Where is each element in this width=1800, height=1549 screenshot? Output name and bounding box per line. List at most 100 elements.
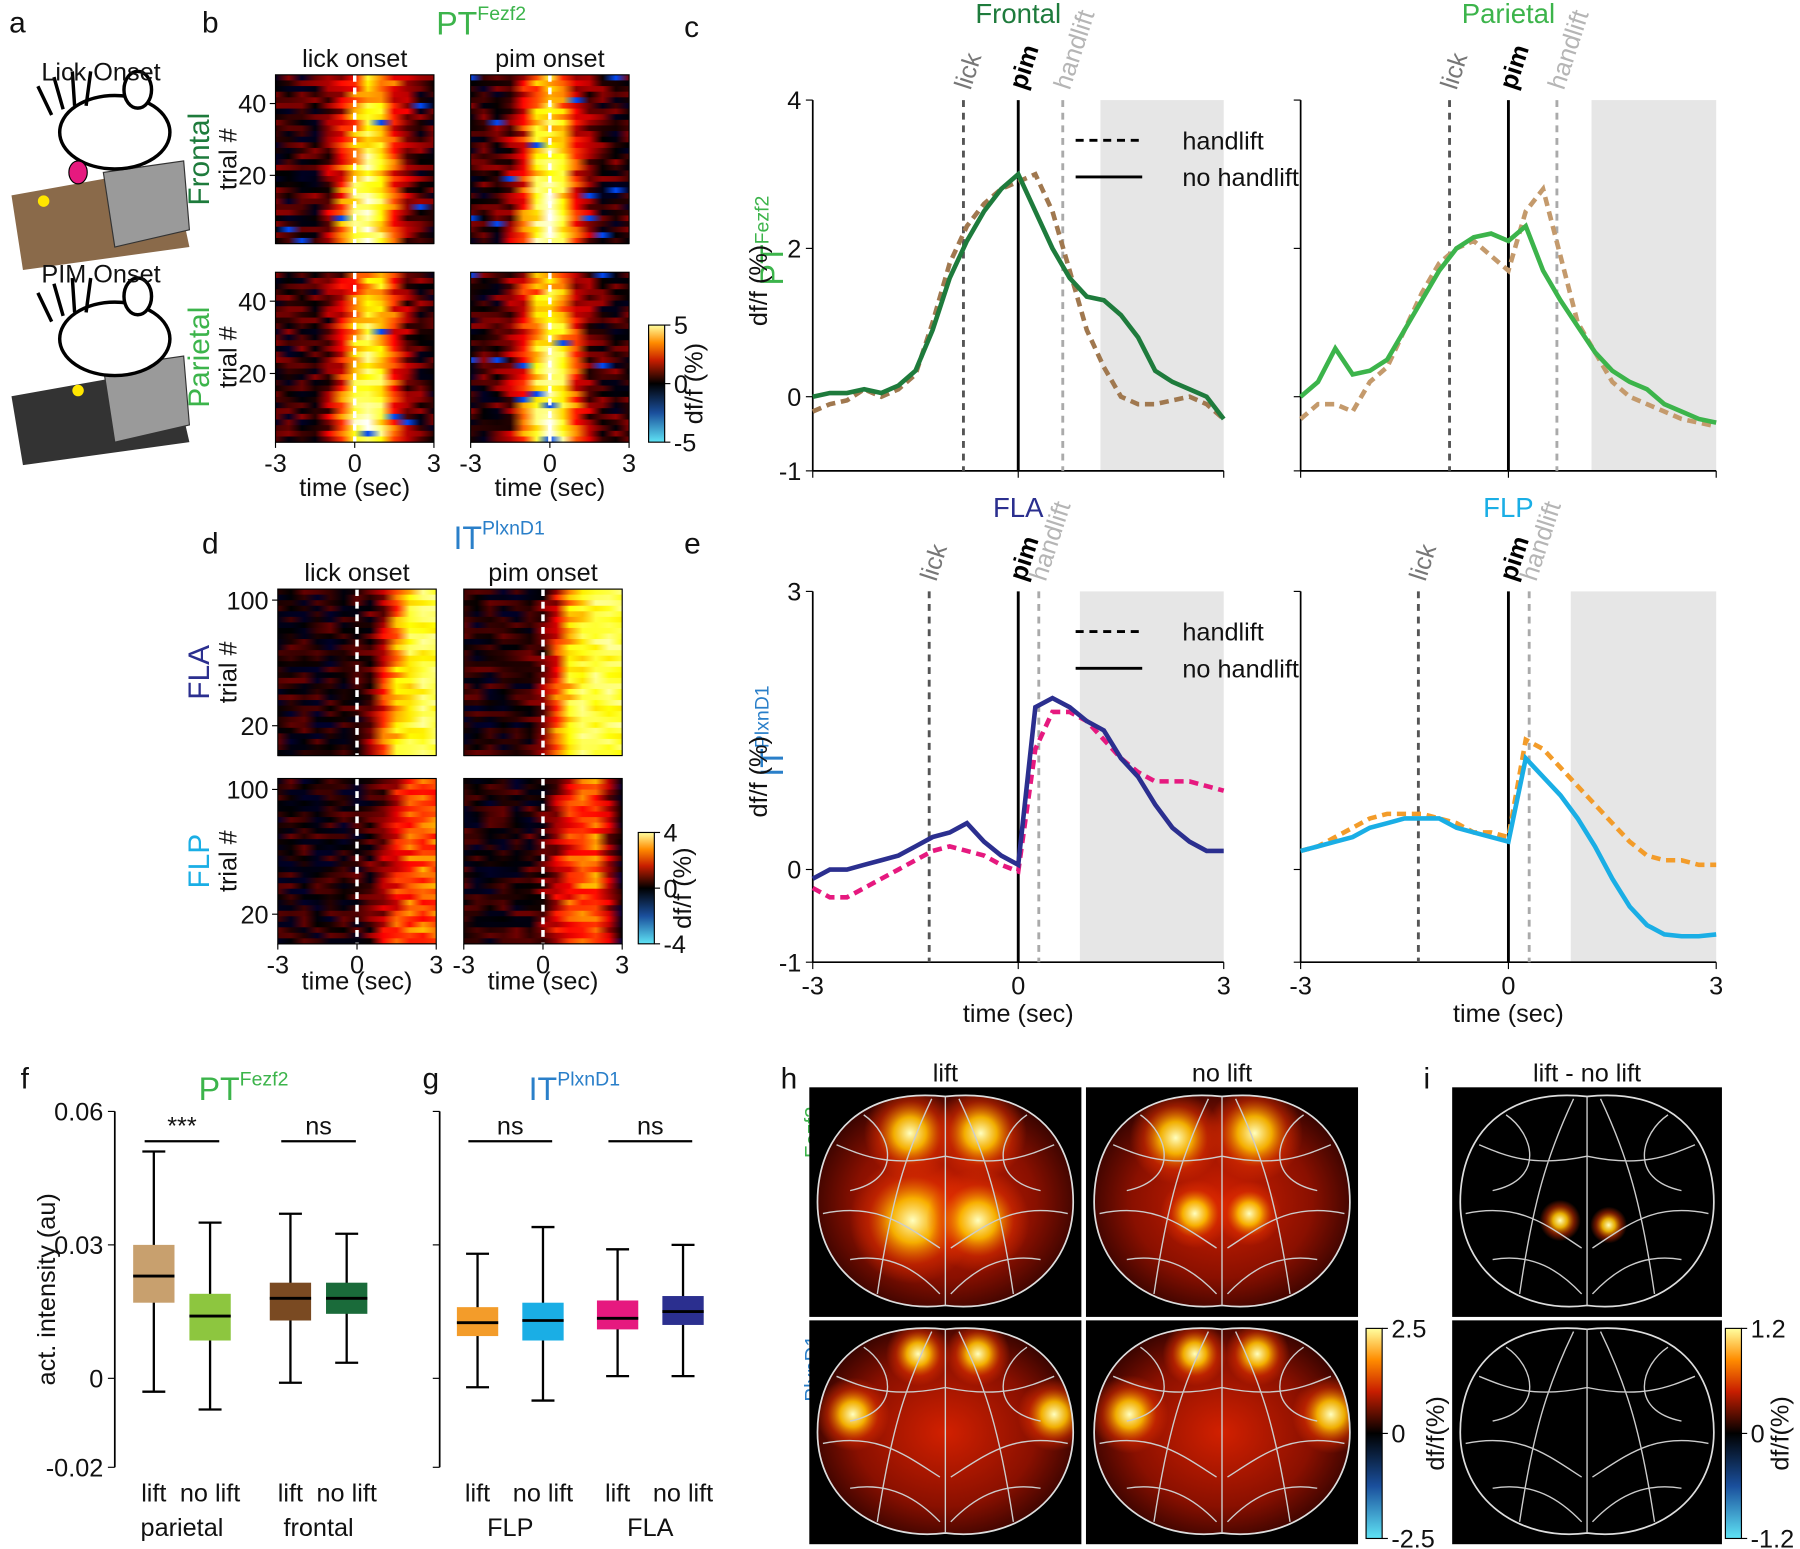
heatmap-row xyxy=(275,419,434,426)
y-tick-label: 4 xyxy=(787,87,801,115)
heatmap-row xyxy=(463,633,623,640)
y-axis-prefix: ITPlxnD1 xyxy=(751,685,789,776)
pellet xyxy=(37,195,50,207)
heatmap-row xyxy=(463,605,623,612)
heatmap-row xyxy=(463,733,623,740)
heatmap-row xyxy=(463,711,623,718)
heatmap-row xyxy=(470,159,630,166)
heatmap-row xyxy=(275,131,434,138)
heatmap-row xyxy=(463,722,623,729)
heatmap-row xyxy=(275,170,434,177)
hotspot xyxy=(1217,1181,1282,1246)
x-tick-label: no lift xyxy=(317,1480,377,1508)
y-tick-label: 0 xyxy=(787,384,801,412)
shaded-region xyxy=(1591,100,1717,471)
hotspot xyxy=(926,1168,1030,1273)
heatmap-row xyxy=(470,306,630,313)
series-line xyxy=(811,171,1226,421)
x-tick-label: 0 xyxy=(1011,972,1025,1000)
heatmap-row xyxy=(463,594,623,601)
mouse-head xyxy=(57,300,172,378)
heatmap-row xyxy=(275,192,434,200)
heatmap-row xyxy=(277,910,437,917)
x-axis-label: time (sec) xyxy=(302,968,413,996)
heatmap-frame xyxy=(277,588,437,757)
heatmap-row xyxy=(470,328,630,336)
y-tick-label: 20 xyxy=(241,713,269,741)
group-label: FLA xyxy=(627,1514,673,1542)
heatmap-row xyxy=(277,899,437,906)
heatmap-row xyxy=(275,317,434,324)
x-tick-label: 3 xyxy=(1709,972,1723,1000)
colorbar-tick-label: 0 xyxy=(664,875,678,903)
y-tick-label: 100 xyxy=(226,587,268,615)
heatmap-row xyxy=(463,899,623,906)
y-axis-label: trial # xyxy=(214,830,242,892)
heatmap-row xyxy=(275,80,434,87)
heatmap-row xyxy=(277,850,437,857)
group-label: FLP xyxy=(487,1514,533,1542)
brain-areas xyxy=(1099,1329,1345,1534)
colorbar-tick-label: 4 xyxy=(664,820,678,848)
box xyxy=(269,1282,312,1321)
heatmap-row xyxy=(275,328,434,336)
x-tick-label: 3 xyxy=(622,450,636,478)
heatmap-row xyxy=(463,910,623,917)
y-tick-label: 20 xyxy=(238,361,266,389)
heatmap-row xyxy=(277,795,437,802)
y-axis-label: trial # xyxy=(214,128,242,190)
y-tick-label: 20 xyxy=(241,901,269,929)
heatmap-row xyxy=(463,661,623,668)
heatmap-row xyxy=(463,850,623,857)
heatmap-row xyxy=(277,594,437,601)
y-axis-prefix-sup: PlxnD1 xyxy=(751,685,773,748)
series-line xyxy=(811,695,1224,881)
heatmap-row xyxy=(470,277,630,285)
panel-label: e xyxy=(684,528,701,561)
heatmap-row xyxy=(463,938,623,945)
chart-title-base: PT xyxy=(199,1071,240,1107)
heatmap-row xyxy=(463,750,623,757)
heatmap-row xyxy=(463,795,623,802)
colorbar-tick-label: 0 xyxy=(674,371,688,399)
legend-label: handlift xyxy=(1182,127,1263,155)
x-tick-label: 0 xyxy=(536,952,550,980)
schematic-label: Lick Onset xyxy=(41,59,160,87)
y-axis-prefix-base: IT xyxy=(754,748,790,777)
legend-label: handlift xyxy=(1182,619,1263,647)
colorbar-tick-label: 1.2 xyxy=(1751,1316,1786,1344)
column-title: lift xyxy=(933,1060,958,1088)
heatmap-row xyxy=(277,722,437,729)
y-axis-label: df/f (%) xyxy=(745,736,773,817)
event-label: pim xyxy=(1494,41,1535,92)
y-tick-label: 20 xyxy=(238,163,266,191)
heatmap-row xyxy=(275,391,434,398)
heatmap-row xyxy=(470,402,630,409)
heatmap-row xyxy=(277,938,437,945)
heatmap-row xyxy=(277,683,437,690)
colorbar-label: df/f(%) xyxy=(1422,1396,1450,1470)
heatmap-row xyxy=(275,277,434,285)
heatmap-row xyxy=(470,209,630,217)
mouse-ear xyxy=(122,69,154,110)
y-tick-label: 40 xyxy=(238,91,266,119)
heatmap-row xyxy=(470,91,630,98)
heatmap-row xyxy=(470,131,630,138)
heatmap-row xyxy=(275,430,434,438)
chart-title-sup: Fezf2 xyxy=(240,1068,289,1090)
colorbar-tick-label: -2.5 xyxy=(1391,1526,1435,1549)
map-heat xyxy=(1539,1199,1628,1244)
heatmap-title-sup: PlxnD1 xyxy=(482,517,545,539)
heatmap-title-base: IT xyxy=(453,520,482,556)
heatmap-row xyxy=(277,633,437,640)
heatmap-row xyxy=(463,672,623,679)
colorbar-tick-label: -4 xyxy=(664,931,686,959)
heatmap-row xyxy=(277,661,437,668)
column-title: lift - no lift xyxy=(1533,1060,1641,1088)
hotspot xyxy=(1291,1375,1350,1454)
heatmap-row xyxy=(277,921,437,928)
y-axis-prefix-sup: Fezf2 xyxy=(751,196,773,245)
heatmap-row xyxy=(275,289,434,296)
mouse-ear xyxy=(122,276,154,317)
brain-areas xyxy=(1099,1096,1345,1306)
